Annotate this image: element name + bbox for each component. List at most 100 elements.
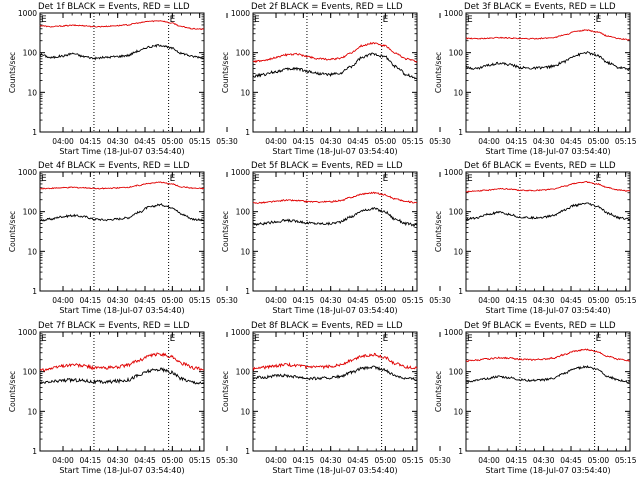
panel-det-1: Det 1f BLACK = Events, RED = LLD 1 10 100 10…: [8, 2, 238, 156]
x-tick-label: 04:30: [107, 137, 129, 146]
x-tick-label: 05:00: [162, 296, 184, 305]
series-line-events: [39, 203, 205, 222]
x-axis-label: Start Time (18-Jul-07 03:54:40): [272, 306, 397, 315]
event-marker-start: E: [467, 15, 473, 25]
y-axis-label: Counts/sec: [221, 371, 230, 412]
y-tick-label: 10: [453, 247, 463, 256]
x-tick-label: 04:15: [506, 296, 528, 305]
x-axis-label: Start Time (18-Jul-07 03:54:40): [485, 147, 610, 156]
y-tick-label: 10: [453, 407, 463, 416]
x-tick-label: 04:30: [533, 296, 555, 305]
x-axis-label: Start Time (18-Jul-07 03:54:40): [485, 466, 610, 475]
x-tick-label: 04:45: [134, 296, 156, 305]
panel-title: Det 9f BLACK = Events, RED = LLD: [464, 321, 616, 331]
y-tick-label: 100: [236, 208, 251, 217]
x-tick-label: 04:45: [134, 137, 156, 146]
series-line-events: [465, 364, 631, 384]
y-tick-label: 10: [240, 407, 250, 416]
series-line-lld: [465, 29, 631, 41]
y-tick-label: 10: [27, 407, 37, 416]
y-tick-label: 10: [240, 88, 250, 97]
series-line-events: [252, 207, 418, 228]
plot-frame: [252, 12, 418, 133]
y-tick-label: 1000: [18, 328, 37, 337]
x-tick-label: 04:30: [533, 456, 555, 465]
event-marker-start: E: [254, 174, 260, 184]
x-tick-label: 05:00: [375, 296, 397, 305]
x-tick-label: 05:00: [588, 456, 610, 465]
x-tick-label: 04:45: [560, 137, 582, 146]
y-tick-label: 1: [245, 128, 250, 137]
y-tick-label: 1000: [18, 9, 37, 18]
panel-det-5: Det 5f BLACK = Events, RED = LLD 1 10 100 10…: [221, 161, 451, 315]
x-tick-label: 05:15: [402, 456, 424, 465]
series-line-lld: [39, 20, 204, 30]
x-tick-label: 05:00: [588, 137, 610, 146]
x-tick-label: 04:15: [293, 296, 315, 305]
y-tick-label: 100: [449, 49, 464, 58]
x-tick-label: 04:45: [347, 296, 369, 305]
event-marker-start: E: [254, 15, 260, 25]
event-marker-start: E: [467, 334, 473, 344]
x-tick-label: 04:15: [506, 137, 528, 146]
series-line-lld: [39, 352, 205, 372]
series-line-lld: [252, 352, 418, 372]
x-tick-label: 05:00: [162, 456, 184, 465]
plot-frame: [252, 331, 418, 452]
x-tick-label: 04:45: [560, 456, 582, 465]
plot-frame: [252, 171, 418, 292]
panel-title: Det 6f BLACK = Events, RED = LLD: [464, 161, 616, 171]
event-marker-start: E: [41, 174, 47, 184]
panel-title: Det 8f BLACK = Events, RED = LLD: [251, 321, 403, 331]
plot-frame: [465, 331, 631, 452]
y-tick-label: 1: [458, 128, 463, 137]
x-tick-label: 04:15: [506, 456, 528, 465]
panel-title: Det 3f BLACK = Events, RED = LLD: [464, 2, 616, 12]
panel-title: Det 7f BLACK = Events, RED = LLD: [38, 321, 190, 331]
x-tick-label: 05:30: [429, 456, 451, 465]
y-tick-label: 1: [245, 287, 250, 296]
y-tick-label: 100: [23, 368, 38, 377]
event-marker-start: E: [41, 334, 47, 344]
series-line-events: [252, 52, 418, 80]
x-tick-label: 05:30: [429, 137, 451, 146]
y-tick-label: 1: [458, 447, 463, 456]
x-tick-label: 05:15: [189, 456, 211, 465]
x-tick-label: 04:15: [80, 137, 102, 146]
panel-title: Det 4f BLACK = Events, RED = LLD: [38, 161, 190, 171]
x-tick-label: 04:00: [52, 456, 74, 465]
plot-frame: [39, 12, 205, 133]
y-tick-label: 1000: [18, 168, 37, 177]
y-tick-label: 1: [32, 128, 37, 137]
x-axis-label: Start Time (18-Jul-07 03:54:40): [59, 466, 184, 475]
x-axis-label: Start Time (18-Jul-07 03:54:40): [59, 147, 184, 156]
series-line-events: [465, 50, 631, 72]
plot-frame: [39, 171, 205, 292]
y-axis-label: Counts/sec: [221, 211, 230, 252]
panel-det-8: Det 8f BLACK = Events, RED = LLD 1 10 100 10…: [221, 321, 451, 475]
y-axis-label: Counts/sec: [434, 371, 443, 412]
x-tick-label: 05:15: [189, 296, 211, 305]
panel-det-4: Det 4f BLACK = Events, RED = LLD 1 10 100 10…: [8, 161, 238, 315]
panel-det-2: Det 2f BLACK = Events, RED = LLD 1 10 100 10…: [221, 2, 451, 156]
x-tick-label: 05:00: [375, 456, 397, 465]
y-tick-label: 100: [23, 208, 38, 217]
event-marker-start: E: [41, 15, 47, 25]
plot-frame: [465, 171, 631, 292]
x-tick-label: 04:00: [265, 296, 287, 305]
y-tick-label: 100: [236, 368, 251, 377]
x-tick-label: 04:00: [265, 456, 287, 465]
series-line-events: [39, 43, 205, 61]
x-tick-label: 04:00: [52, 296, 74, 305]
series-line-lld: [252, 191, 418, 204]
x-tick-label: 05:00: [162, 137, 184, 146]
y-tick-label: 1000: [444, 168, 463, 177]
y-tick-label: 1000: [231, 328, 250, 337]
x-tick-label: 05:30: [216, 296, 238, 305]
panel-title: Det 5f BLACK = Events, RED = LLD: [251, 161, 403, 171]
x-tick-label: 04:00: [52, 137, 74, 146]
series-line-events: [39, 367, 205, 385]
y-axis-label: Counts/sec: [221, 52, 230, 93]
